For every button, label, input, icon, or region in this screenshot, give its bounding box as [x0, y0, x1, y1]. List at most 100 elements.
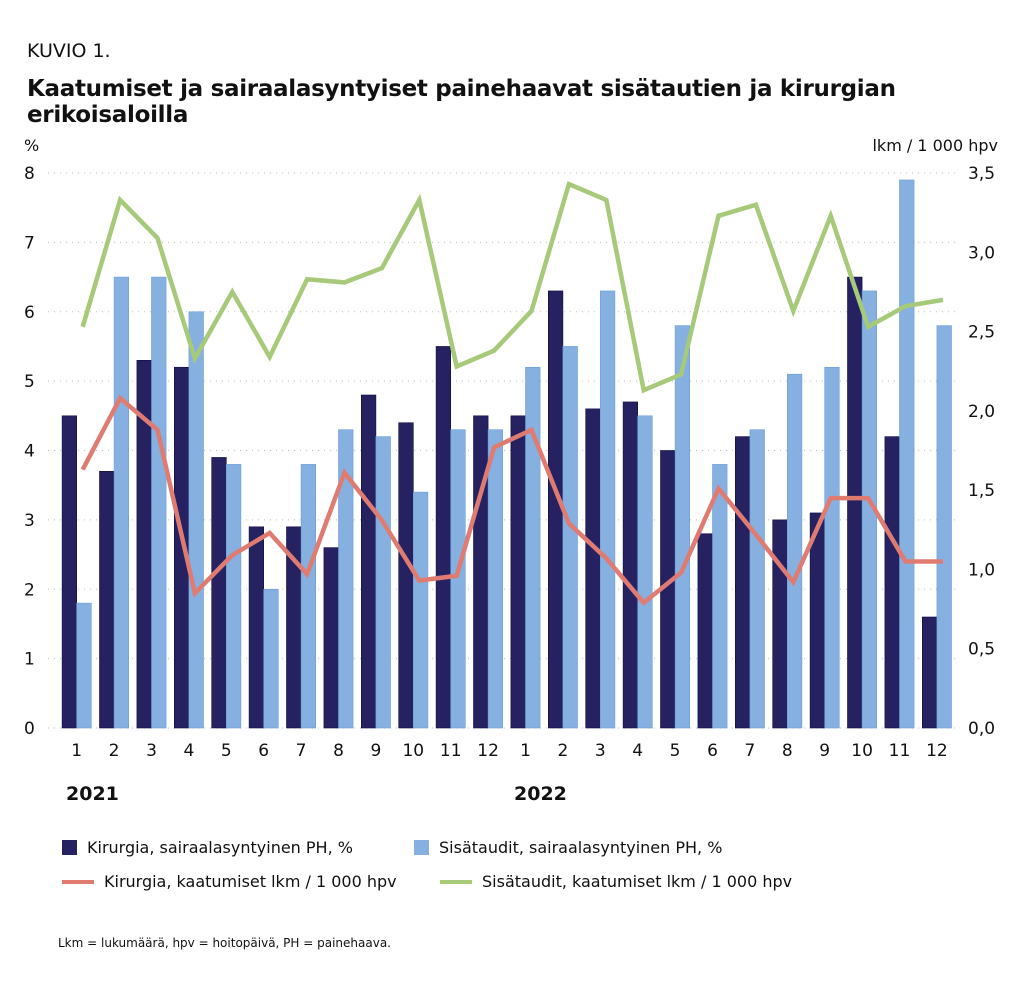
right-tick-label: 1,0: [968, 560, 995, 580]
bar-kirurgia-ph: [473, 415, 489, 729]
bar-kirurgia-ph: [622, 401, 638, 729]
left-tick-label: 4: [24, 442, 35, 462]
bar-sisataudit-ph: [450, 429, 466, 729]
x-tick-label: 12: [477, 741, 499, 761]
year-label-2021: 2021: [66, 783, 119, 805]
x-tick-label: 6: [707, 741, 718, 761]
x-tick-label: 7: [744, 741, 755, 761]
bar-kirurgia-ph: [847, 276, 863, 729]
x-tick-label: 8: [782, 741, 793, 761]
bar-sisataudit-ph: [749, 429, 765, 729]
left-tick-label: 7: [24, 233, 35, 253]
x-tick-label: 4: [183, 741, 194, 761]
legend-swatch: [440, 879, 472, 884]
bar-sisataudit-ph: [562, 346, 578, 729]
bar-sisataudit-ph: [338, 429, 354, 729]
x-tick-label: 3: [146, 741, 157, 761]
x-tick-label: 7: [296, 741, 307, 761]
line-sisataudit-kaatumiset: [80, 181, 944, 394]
bar-kirurgia-ph: [921, 616, 938, 729]
bar-sisataudit-ph: [786, 373, 803, 729]
bar-sisataudit-ph: [300, 464, 317, 729]
right-tick-label: 3,0: [968, 243, 995, 263]
bar-kirurgia-ph: [435, 346, 452, 729]
year-label-2022: 2022: [514, 783, 567, 805]
chart: % lkm / 1 000 hpv 2021 2022 0123456780,0…: [24, 136, 998, 805]
bar-sisataudit-ph: [487, 429, 504, 729]
right-tick-label: 1,5: [968, 481, 995, 501]
bar-kirurgia-ph: [360, 394, 377, 729]
x-tick-label: 12: [926, 741, 948, 761]
left-tick-label: 0: [24, 719, 35, 739]
bar-sisataudit-ph: [113, 276, 129, 729]
bar-sisataudit-ph: [76, 602, 92, 729]
left-tick-label: 8: [24, 164, 35, 184]
bar-kirurgia-ph: [585, 408, 601, 729]
bar-kirurgia-ph: [547, 290, 564, 729]
bar-kirurgia-ph: [697, 533, 713, 729]
right-tick-label: 2,0: [968, 402, 995, 422]
x-tick-label: 2: [109, 741, 120, 761]
left-tick-label: 2: [24, 580, 35, 600]
chart-title: Kaatumiset ja sairaalasyntyiset painehaa…: [27, 76, 896, 128]
x-tick-label: 1: [520, 741, 531, 761]
bar-kirurgia-ph: [61, 415, 77, 729]
bar-kirurgia-ph: [398, 422, 414, 729]
line-kirurgia-kaatumiset: [80, 394, 943, 606]
bar-kirurgia-ph: [323, 547, 339, 729]
x-tick-label: 5: [221, 741, 232, 761]
footnote: Lkm = lukumäärä, hpv = hoitopäivä, PH = …: [58, 936, 391, 950]
bar-sisataudit-ph: [936, 325, 952, 729]
bar-sisataudit-ph: [899, 179, 915, 729]
bar-kirurgia-ph: [734, 436, 751, 729]
x-tick-label: 11: [889, 741, 911, 761]
bar-sisataudit-ph: [525, 366, 541, 729]
legend-item-sisataudit-kaatumiset: Sisätaudit, kaatumiset lkm / 1 000 hpv: [440, 872, 792, 891]
bar-sisataudit-ph: [637, 415, 653, 729]
legend-item-kirurgia-kaatumiset: Kirurgia, kaatumiset lkm / 1 000 hpv: [62, 872, 397, 891]
right-axis-label: lkm / 1 000 hpv: [872, 136, 998, 155]
right-tick-label: 0,0: [968, 719, 995, 739]
bar-sisataudit-ph: [824, 366, 840, 729]
legend-label: Sisätaudit, kaatumiset lkm / 1 000 hpv: [482, 872, 793, 891]
bar-kirurgia-ph: [809, 512, 825, 729]
right-tick-label: 0,5: [968, 640, 995, 660]
bar-sisataudit-ph: [263, 588, 279, 729]
bar-kirurgia-ph: [510, 415, 526, 729]
bar-sisataudit-ph: [226, 464, 242, 729]
right-tick-label: 3,5: [968, 164, 995, 184]
left-tick-label: 5: [24, 372, 35, 392]
x-tick-label: 10: [851, 741, 873, 761]
bar-sisataudit-ph: [712, 464, 728, 729]
x-tick-label: 9: [370, 741, 381, 761]
bar-kirurgia-ph: [211, 457, 227, 729]
x-tick-label: 4: [632, 741, 643, 761]
bar-kirurgia-ph: [772, 519, 788, 729]
bar-sisataudit-ph: [151, 276, 167, 729]
legend-label: Kirurgia, kaatumiset lkm / 1 000 hpv: [104, 872, 397, 891]
legend-item-sisataudit-ph: Sisätaudit, sairaalasyntyinen PH, %: [414, 838, 722, 857]
x-tick-label: 5: [670, 741, 681, 761]
bar-kirurgia-ph: [248, 526, 265, 729]
x-tick-label: 11: [440, 741, 462, 761]
x-tick-label: 1: [71, 741, 82, 761]
legend-label: Kirurgia, sairaalasyntyinen PH, %: [87, 838, 353, 857]
right-tick-label: 2,5: [968, 323, 995, 343]
bar-sisataudit-ph: [674, 325, 690, 729]
bar-kirurgia-ph: [884, 436, 900, 729]
bar-kirurgia-ph: [99, 471, 115, 729]
left-tick-label: 3: [24, 511, 35, 531]
legend-label: Sisätaudit, sairaalasyntyinen PH, %: [439, 838, 723, 857]
x-tick-label: 6: [258, 741, 269, 761]
legend-swatch: [414, 840, 429, 855]
x-tick-label: 9: [819, 741, 830, 761]
legend-item-kirurgia-ph: Kirurgia, sairaalasyntyinen PH, %: [62, 838, 353, 857]
bar-sisataudit-ph: [599, 290, 616, 729]
x-tick-label: 2: [557, 741, 568, 761]
bar-sisataudit-ph: [412, 491, 429, 729]
left-axis-label: %: [24, 136, 39, 155]
left-tick-label: 1: [24, 650, 35, 670]
bar-sisataudit-ph: [375, 436, 391, 729]
left-tick-label: 6: [24, 303, 35, 323]
